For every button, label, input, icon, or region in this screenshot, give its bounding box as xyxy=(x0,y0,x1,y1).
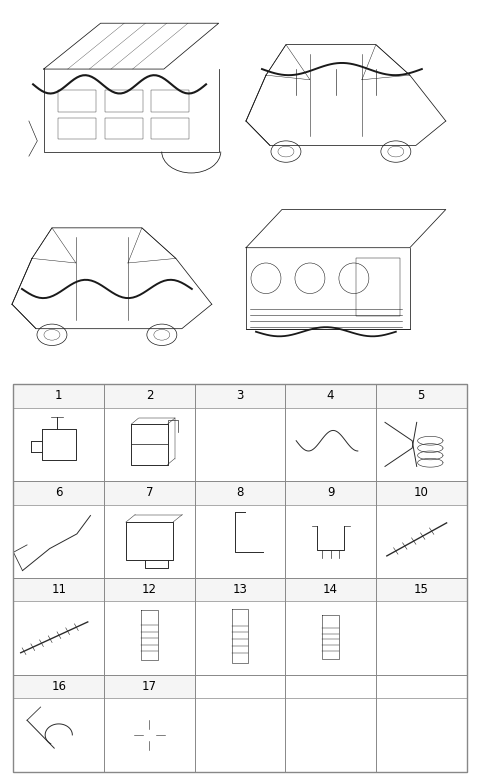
Bar xyxy=(285,384,376,408)
Bar xyxy=(285,481,376,505)
Circle shape xyxy=(223,450,228,455)
Circle shape xyxy=(252,442,257,447)
Bar xyxy=(376,408,467,481)
Bar xyxy=(195,601,285,675)
Bar xyxy=(104,384,195,408)
Text: 16: 16 xyxy=(51,680,66,693)
Text: 12: 12 xyxy=(142,583,157,596)
Bar xyxy=(356,259,400,316)
Bar xyxy=(376,384,467,408)
Circle shape xyxy=(243,450,247,455)
Bar xyxy=(105,118,143,139)
Text: 2: 2 xyxy=(145,390,153,402)
Circle shape xyxy=(233,442,237,447)
Bar xyxy=(151,91,189,112)
Bar xyxy=(13,578,104,601)
Bar xyxy=(195,384,285,408)
Bar xyxy=(195,578,285,601)
Bar xyxy=(104,698,195,772)
Bar xyxy=(285,601,376,675)
Bar xyxy=(151,118,189,139)
Bar xyxy=(376,505,467,578)
Bar xyxy=(13,408,104,481)
Circle shape xyxy=(252,434,257,439)
Text: 6: 6 xyxy=(55,487,62,499)
Bar xyxy=(104,578,195,601)
Bar xyxy=(104,408,195,481)
Bar xyxy=(59,118,96,139)
Text: 10: 10 xyxy=(414,487,429,499)
Circle shape xyxy=(233,450,237,455)
Bar xyxy=(13,384,104,408)
Text: 3: 3 xyxy=(236,390,244,402)
Bar xyxy=(13,505,104,578)
Circle shape xyxy=(223,434,228,439)
Bar xyxy=(13,384,467,772)
Circle shape xyxy=(243,434,247,439)
Circle shape xyxy=(223,442,228,447)
Text: 8: 8 xyxy=(236,487,244,499)
Text: 14: 14 xyxy=(323,583,338,596)
Bar xyxy=(195,408,285,481)
Bar xyxy=(104,675,195,698)
Text: 7: 7 xyxy=(145,487,153,499)
Circle shape xyxy=(352,442,364,454)
Text: 13: 13 xyxy=(233,583,247,596)
Bar xyxy=(195,481,285,505)
Bar xyxy=(376,578,467,601)
Circle shape xyxy=(243,442,247,447)
Bar xyxy=(104,481,195,505)
Bar xyxy=(104,505,195,578)
Bar xyxy=(376,601,467,675)
Bar xyxy=(285,578,376,601)
Bar xyxy=(285,408,376,481)
Text: 11: 11 xyxy=(51,583,66,596)
Text: 4: 4 xyxy=(327,390,335,402)
Text: 5: 5 xyxy=(418,390,425,402)
Circle shape xyxy=(233,434,237,439)
Bar xyxy=(195,505,285,578)
Bar xyxy=(376,481,467,505)
Bar xyxy=(13,601,104,675)
Bar xyxy=(105,91,143,112)
Text: 1: 1 xyxy=(55,390,62,402)
Circle shape xyxy=(143,729,156,741)
Bar xyxy=(13,481,104,505)
Text: 15: 15 xyxy=(414,583,429,596)
Bar xyxy=(285,505,376,578)
Bar xyxy=(59,91,96,112)
Text: 17: 17 xyxy=(142,680,157,693)
Text: 9: 9 xyxy=(327,487,335,499)
Bar xyxy=(104,601,195,675)
Bar xyxy=(13,675,104,698)
Bar xyxy=(13,698,104,772)
Circle shape xyxy=(252,450,257,455)
